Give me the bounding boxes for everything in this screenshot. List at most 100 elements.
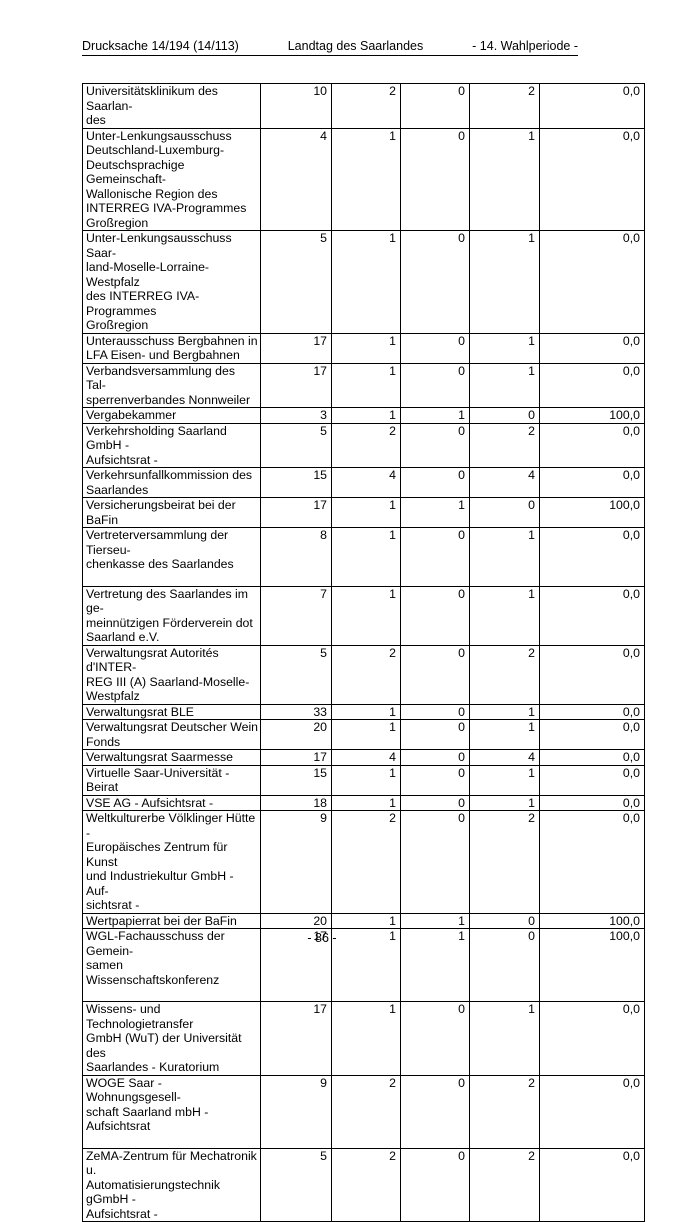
value-cell: 1 xyxy=(469,794,540,811)
value-cell: 0,0 xyxy=(539,527,645,587)
page-number: - 86 - xyxy=(307,931,337,945)
value-cell: 0 xyxy=(400,585,470,646)
value-cell: 1 xyxy=(331,497,401,528)
value-cell: 1 xyxy=(331,703,401,720)
value-cell: 0 xyxy=(400,1147,470,1222)
org-name-cell: Verwaltungsrat Deutscher Wein Fonds xyxy=(82,719,261,750)
value-cell: 0,0 xyxy=(539,362,645,408)
value-cell: 20 xyxy=(260,912,332,929)
membership-table: Universitätsklinikum des Saarlan- des 10 2… xyxy=(82,83,645,1222)
value-cell: 7 xyxy=(260,585,332,646)
value-cell: 0,0 xyxy=(539,127,645,231)
value-cell: 2 xyxy=(469,422,540,468)
value-cell: 0,0 xyxy=(539,644,645,705)
org-name-cell: Verwaltungsrat Saarmesse xyxy=(82,749,261,766)
value-cell: 0 xyxy=(400,332,470,364)
value-cell: 17 xyxy=(260,1001,332,1076)
org-name-cell: Wertpapierrat bei der BaFin xyxy=(82,912,261,929)
org-name-cell: Verkehrsunfallkommission des Saarlandes xyxy=(82,467,261,498)
value-cell: 0,0 xyxy=(539,810,645,914)
value-cell: 0 xyxy=(400,230,470,334)
table-row: VSE AG - Aufsichtsrat -18 1 0 1 0,0 xyxy=(82,794,645,811)
org-name-cell: Vertreterversammlung der Tierseu- chenka… xyxy=(82,527,261,587)
org-name-cell: Vertretung des Saarlandes im ge- meinnüt… xyxy=(82,585,261,646)
org-name-cell: Verwaltungsrat BLE xyxy=(82,703,261,720)
value-cell: 1 xyxy=(331,332,401,364)
org-name-cell: Unter-Lenkungsausschuss Saar- land-Mosel… xyxy=(82,230,261,334)
org-name-cell: Vergabekammer xyxy=(82,407,261,424)
table-row: Verwaltungsrat Autorités d'INTER- REG II… xyxy=(82,644,645,705)
org-name-cell: Verwaltungsrat Autorités d'INTER- REG II… xyxy=(82,644,261,705)
value-cell: 3 xyxy=(260,407,332,424)
value-cell: 0 xyxy=(469,407,540,424)
table-row: WOGE Saar - Wohnungsgesell- schaft Saarl… xyxy=(82,1074,645,1149)
value-cell: 1 xyxy=(469,764,540,796)
value-cell: 5 xyxy=(260,422,332,468)
value-cell: 1 xyxy=(469,332,540,364)
value-cell: 0 xyxy=(400,467,470,498)
value-cell: 100,0 xyxy=(539,407,645,424)
org-name-cell: Unterausschuss Bergbahnen in LFA Eisen- … xyxy=(82,332,261,364)
value-cell: 0 xyxy=(400,1074,470,1149)
value-cell: 0,0 xyxy=(539,1001,645,1076)
value-cell: 1 xyxy=(331,230,401,334)
table-row: Unter-Lenkungsausschuss Deutschland-Luxe… xyxy=(82,127,645,231)
value-cell: 2 xyxy=(469,810,540,914)
table-row: Verwaltungsrat BLE 33 1 0 1 0,0 xyxy=(82,703,645,720)
value-cell: 5 xyxy=(260,230,332,334)
value-cell: 1 xyxy=(469,362,540,408)
org-name-cell: Wissens- und Technologietransfer GmbH (W… xyxy=(82,1001,261,1076)
value-cell: 0,0 xyxy=(539,764,645,796)
value-cell: 0 xyxy=(400,810,470,914)
value-cell: 2 xyxy=(331,1147,401,1222)
value-cell: 1 xyxy=(469,527,540,587)
value-cell: 0 xyxy=(400,362,470,408)
table-row: Versicherungsbeirat bei der BaFin 17 1 1 0 10… xyxy=(82,497,645,528)
value-cell: 0 xyxy=(400,794,470,811)
value-cell: 0,0 xyxy=(539,230,645,334)
value-cell: 0,0 xyxy=(539,83,645,129)
value-cell: 1 xyxy=(331,1001,401,1076)
org-name-cell: VSE AG - Aufsichtsrat - xyxy=(82,794,261,811)
org-name-cell: Weltkulturerbe Völklinger Hütte - Europä… xyxy=(82,810,261,914)
value-cell: 18 xyxy=(260,794,332,811)
value-cell: 2 xyxy=(331,83,401,129)
value-cell: 0 xyxy=(400,644,470,705)
org-name-cell: WOGE Saar - Wohnungsgesell- schaft Saarl… xyxy=(82,1074,261,1149)
table-row: Wissens- und Technologietransfer GmbH (W… xyxy=(82,1001,645,1076)
value-cell: 2 xyxy=(469,1074,540,1149)
value-cell: 15 xyxy=(260,467,332,498)
value-cell: 15 xyxy=(260,764,332,796)
table-row: Vertreterversammlung der Tierseu- chenka… xyxy=(82,527,645,587)
org-name-cell: Unter-Lenkungsausschuss Deutschland-Luxe… xyxy=(82,127,261,231)
table-row: Wertpapierrat bei der BaFin 20 1 1 0 100,0 xyxy=(82,912,645,929)
org-name-cell: Verbandsversammlung des Tal- sperrenverb… xyxy=(82,362,261,408)
value-cell: 0 xyxy=(400,719,470,750)
value-cell: 2 xyxy=(331,422,401,468)
org-name-cell: Versicherungsbeirat bei der BaFin xyxy=(82,497,261,528)
value-cell: 0 xyxy=(400,83,470,129)
value-cell: 1 xyxy=(400,912,470,929)
table-row: Unter-Lenkungsausschuss Saar- land-Mosel… xyxy=(82,230,645,334)
value-cell: 4 xyxy=(260,127,332,231)
value-cell: 1 xyxy=(331,362,401,408)
value-cell: 8 xyxy=(260,527,332,587)
table-row: Weltkulturerbe Völklinger Hütte - Europä… xyxy=(82,810,645,914)
table-row: Verkehrsunfallkommission des Saarlandes 1… xyxy=(82,467,645,498)
value-cell: 1 xyxy=(331,764,401,796)
table-row: Virtuelle Saar-Universität - Beirat 15 1 0 1… xyxy=(82,764,645,796)
table-row: Unterausschuss Bergbahnen in LFA Eisen- … xyxy=(82,332,645,364)
value-cell: 0 xyxy=(400,422,470,468)
value-cell: 0 xyxy=(400,127,470,231)
value-cell: 0 xyxy=(400,749,470,766)
value-cell: 17 xyxy=(260,332,332,364)
org-name-cell: Verkehrsholding Saarland GmbH - Aufsicht… xyxy=(82,422,261,468)
value-cell: 1 xyxy=(400,407,470,424)
org-name-cell: Universitätsklinikum des Saarlan- des xyxy=(82,83,261,129)
table-row: Verwaltungsrat Deutscher Wein Fonds 20 1 0 1… xyxy=(82,719,645,750)
value-cell: 1 xyxy=(469,230,540,334)
value-cell: 1 xyxy=(469,1001,540,1076)
value-cell: 0,0 xyxy=(539,467,645,498)
value-cell: 20 xyxy=(260,719,332,750)
value-cell: 1 xyxy=(331,585,401,646)
